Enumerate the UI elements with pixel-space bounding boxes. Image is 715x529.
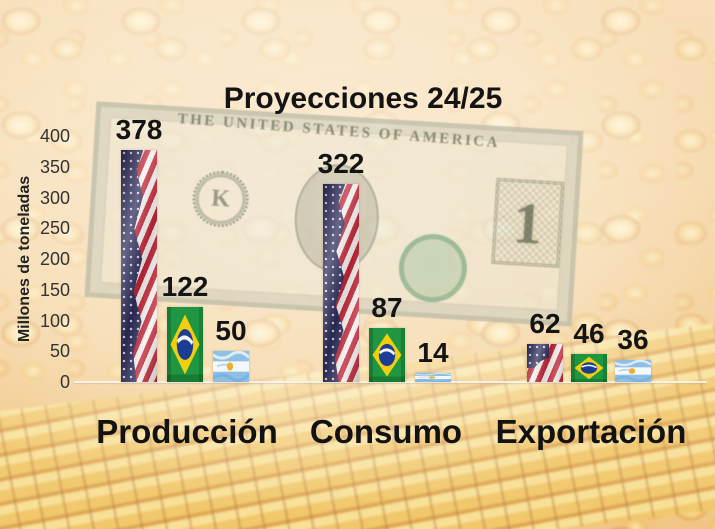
bar-produccion-usa: 378 [116,116,162,382]
bar-consumo-brasil: 87 [369,294,405,382]
argentina-flag-icon [415,373,451,382]
brazil-flag-icon [167,307,203,382]
bar-exportacion-brasil: 46 [571,320,607,382]
y-tick-label: 300 [39,187,70,208]
argentina-flag-icon [213,351,249,382]
chart-title: Proyecciones 24/25 [223,82,503,115]
bar-exportacion-usa: 62 [527,310,563,382]
denomination-one-box: 1 [491,177,565,268]
category-label-produccion: Producción [96,413,278,450]
bar-consumo-usa: 322 [318,150,364,382]
y-tick-label: 200 [39,249,70,269]
bar-value-label: 87 [371,292,403,323]
y-tick-label: 0 [59,372,70,392]
bar-value-label: 36 [617,324,649,355]
brazil-flag-icon [571,354,607,382]
y-tick-label: 100 [39,310,70,331]
usa-flag-icon [527,344,563,382]
bar-exportacion-argentina: 36 [615,326,651,382]
bar-value-label: 122 [161,271,209,302]
bar-produccion-brasil: 122 [162,273,208,382]
bar-value-label: 378 [115,114,163,145]
bar-value-label: 46 [573,318,605,349]
argentina-flag-icon [615,360,651,382]
treasury-seal-icon [396,232,469,305]
denomination-numeral: 1 [511,189,545,257]
x-axis-labels: Producción Consumo Exportación [0,413,715,464]
y-tick-label: 150 [39,279,70,300]
category-label-exportacion: Exportación [495,413,687,450]
bar-consumo-argentina: 14 [415,339,451,382]
bar-value-label: 62 [529,308,561,339]
x-axis-line [74,381,707,383]
y-tick-label: 50 [49,341,70,362]
brazil-flag-icon [369,328,405,382]
category-label-consumo: Consumo [309,413,463,450]
usa-flag-icon [121,150,157,382]
bar-produccion-argentina: 50 [213,317,249,382]
seal-letter: K [210,185,231,213]
y-tick-label: 250 [39,218,70,239]
bar-value-label: 322 [317,148,365,179]
y-tick-label: 400 [39,126,70,146]
federal-reserve-seal-icon: K [191,169,251,229]
bar-value-label: 14 [417,337,449,368]
bar-value-label: 50 [215,315,247,346]
y-tick-label: 350 [39,156,70,177]
usa-flag-icon [323,184,359,382]
